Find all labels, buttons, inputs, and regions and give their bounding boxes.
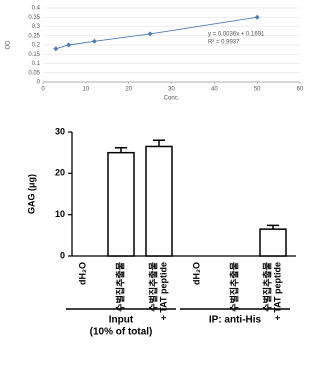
x-tick-label: 10 (82, 87, 89, 93)
x-tick-label: 수벌집추출물 (147, 262, 158, 312)
y-tick-label: 0.4 (32, 6, 41, 12)
x-tick-label: 60 (297, 87, 304, 93)
y-tick-label: 10 (55, 209, 65, 219)
equation: R² = 0.9937 (208, 40, 240, 46)
y-axis-label: OD (6, 40, 12, 50)
bar (259, 228, 287, 257)
data-point (254, 14, 260, 20)
data-point (147, 31, 153, 37)
x-tick-label: 40 (211, 87, 218, 93)
x-tick-label: 20 (125, 87, 132, 93)
y-tick-label: 0.35 (28, 15, 40, 21)
group-label: IP: anti-His (209, 315, 262, 326)
x-tick-label: + TAT peptide (158, 262, 168, 320)
error-bar (115, 146, 127, 153)
y-tick-label: 0.05 (28, 70, 40, 76)
bar (107, 151, 135, 257)
data-point (53, 46, 59, 52)
y-tick-label: 0 (37, 80, 41, 86)
error-bar (267, 224, 279, 230)
group-label: Input (109, 315, 134, 326)
y-tick-label: 20 (55, 168, 65, 178)
y-tick-label: 0.3 (32, 24, 41, 30)
y-axis-label: GAG (μg) (26, 174, 36, 214)
x-tick-label: 0 (41, 87, 45, 93)
bar (145, 145, 173, 257)
standard-curve: 0 0.05 0.1 0.15 0.2 0.25 0.3 0.35 0.4 0 10 20 30 40 50… (6, 6, 304, 102)
x-tick-label: dH₂O (191, 262, 201, 285)
x-tick-label: + TAT peptide (272, 262, 282, 320)
error-bar (153, 139, 165, 147)
x-tick-label: 30 (168, 87, 175, 93)
y-tick-label: 0.25 (28, 33, 40, 39)
x-axis-label: Conc. (164, 96, 180, 102)
group-label: (10% of total) (90, 327, 153, 338)
x-tick-label: dH₂O (77, 262, 87, 285)
y-tick-label: 0 (60, 250, 65, 260)
y-tick-label: 30 (55, 126, 65, 136)
x-tick-label: 수벌집추출물 (228, 262, 239, 312)
data-point (91, 38, 97, 44)
y-tick-label: 0.15 (28, 52, 40, 58)
x-tick-label: 수벌집추출물 (114, 262, 125, 312)
x-tick-label: 수벌집추출물 (261, 262, 272, 312)
data-point (66, 42, 72, 48)
y-tick-label: 0.2 (32, 43, 41, 49)
y-tick-label: 0.1 (32, 61, 41, 67)
equation: y = 0.0036x + 0.1691 (208, 32, 265, 38)
x-tick-label: 50 (254, 87, 261, 93)
